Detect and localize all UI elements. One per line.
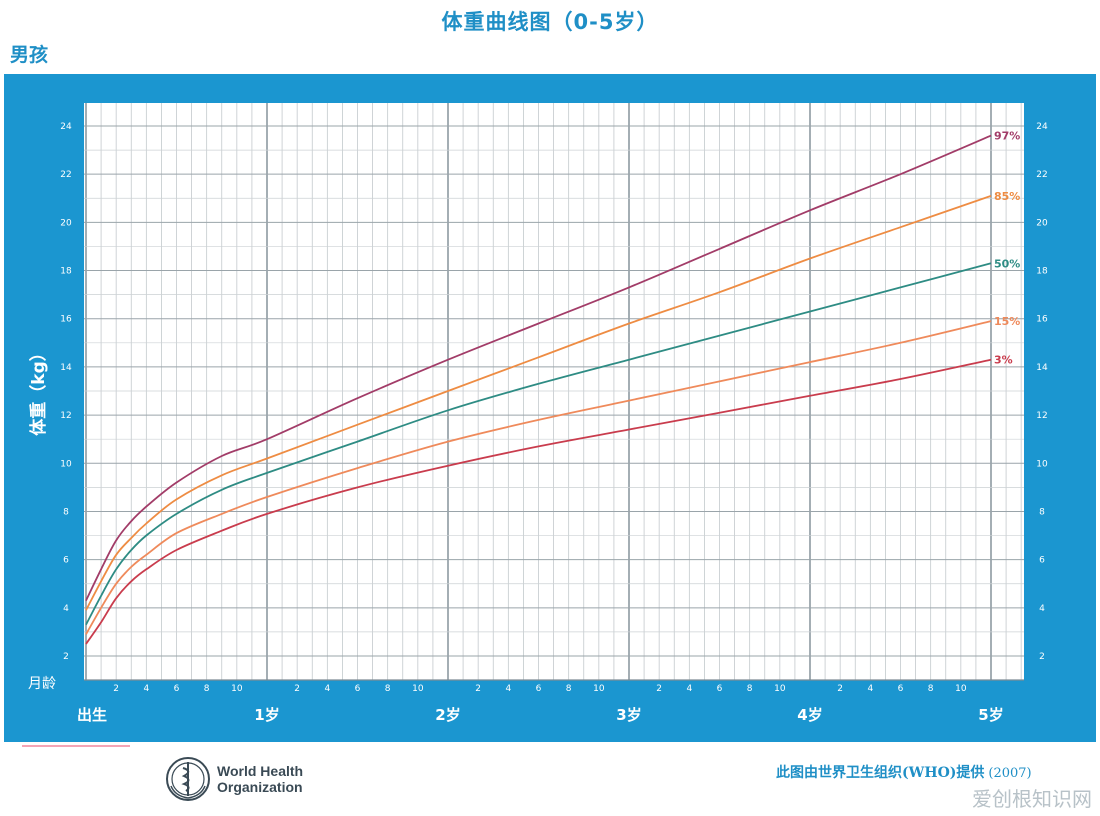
series-label-3pct: 3% bbox=[994, 354, 1013, 367]
y-tick-label-left: 12 bbox=[60, 411, 71, 421]
y-tick-label-left: 14 bbox=[60, 363, 72, 373]
decorative-divider bbox=[22, 745, 130, 747]
y-tick-label-left: 18 bbox=[60, 267, 72, 277]
y-tick-label-left: 20 bbox=[60, 218, 72, 228]
month-tick-label: 4 bbox=[505, 684, 511, 694]
month-tick-label: 2 bbox=[656, 684, 662, 694]
month-tick-label: 10 bbox=[412, 684, 424, 694]
month-tick-label: 6 bbox=[355, 684, 361, 694]
series-label-85pct: 85% bbox=[994, 190, 1020, 203]
y-tick-label-left: 22 bbox=[60, 170, 71, 180]
y-tick-label-right: 4 bbox=[1039, 604, 1045, 614]
month-tick-label: 4 bbox=[324, 684, 330, 694]
credit-label: 此图由世界卫生组织(WHO)提供 bbox=[776, 765, 985, 781]
age-label: 3岁 bbox=[616, 706, 641, 724]
month-tick-label: 10 bbox=[955, 684, 967, 694]
y-tick-label-right: 24 bbox=[1036, 122, 1048, 132]
month-tick-label: 10 bbox=[231, 684, 243, 694]
month-tick-label: 4 bbox=[867, 684, 873, 694]
y-tick-label-left: 24 bbox=[60, 122, 72, 132]
month-tick-label: 8 bbox=[204, 684, 210, 694]
age-label: 5岁 bbox=[978, 706, 1003, 724]
y-tick-label-left: 6 bbox=[63, 556, 69, 566]
series-label-97pct: 97% bbox=[994, 130, 1020, 143]
y-tick-label-left: 10 bbox=[60, 459, 72, 469]
y-tick-label-right: 18 bbox=[1036, 267, 1048, 277]
y-tick-label-right: 12 bbox=[1036, 411, 1047, 421]
month-tick-label: 8 bbox=[747, 684, 753, 694]
month-tick-label: 2 bbox=[475, 684, 481, 694]
month-tick-label: 2 bbox=[113, 684, 119, 694]
month-tick-label: 2 bbox=[837, 684, 843, 694]
who-logo: World Health Organization bbox=[165, 756, 327, 802]
month-tick-label: 4 bbox=[143, 684, 149, 694]
y-axis-title: 体重（kg） bbox=[28, 344, 49, 435]
y-tick-label-right: 8 bbox=[1039, 507, 1045, 517]
month-tick-label: 6 bbox=[898, 684, 904, 694]
month-tick-label: 10 bbox=[774, 684, 786, 694]
who-emblem-icon bbox=[166, 757, 210, 801]
y-tick-label-left: 2 bbox=[63, 652, 69, 662]
y-tick-label-right: 14 bbox=[1036, 363, 1048, 373]
month-tick-label: 2 bbox=[294, 684, 300, 694]
series-label-15pct: 15% bbox=[994, 315, 1020, 328]
y-tick-label-left: 8 bbox=[63, 507, 69, 517]
age-label: 4岁 bbox=[797, 706, 822, 724]
month-tick-label: 4 bbox=[686, 684, 692, 694]
credit-text: 此图由世界卫生组织(WHO)提供 (2007) bbox=[776, 762, 1032, 782]
who-name-line2: Organization bbox=[217, 779, 303, 795]
month-tick-label: 8 bbox=[928, 684, 934, 694]
y-tick-label-right: 16 bbox=[1036, 315, 1048, 325]
y-tick-label-left: 4 bbox=[63, 604, 69, 614]
series-line-3pct bbox=[85, 358, 992, 645]
series-line-50pct bbox=[85, 262, 992, 626]
series-line-97pct bbox=[85, 134, 992, 601]
y-tick-label-right: 22 bbox=[1036, 170, 1047, 180]
series-line-85pct bbox=[85, 195, 992, 611]
month-tick-label: 6 bbox=[536, 684, 542, 694]
age-label: 1岁 bbox=[254, 706, 279, 724]
month-axis-label: 月龄 bbox=[28, 676, 56, 692]
series-line-15pct bbox=[85, 320, 992, 635]
month-tick-label: 6 bbox=[717, 684, 723, 694]
y-tick-label-right: 2 bbox=[1039, 652, 1045, 662]
month-tick-label: 10 bbox=[593, 684, 605, 694]
series-label-50pct: 50% bbox=[994, 257, 1020, 270]
chart-title: 体重曲线图（0-5岁） bbox=[441, 10, 659, 34]
who-name-line1: World Health bbox=[217, 763, 304, 779]
y-tick-label-right: 20 bbox=[1036, 218, 1048, 228]
y-tick-label-right: 6 bbox=[1039, 556, 1045, 566]
month-tick-label: 6 bbox=[174, 684, 180, 694]
month-tick-label: 8 bbox=[566, 684, 572, 694]
month-tick-label: 8 bbox=[385, 684, 391, 694]
age-label: 2岁 bbox=[435, 706, 460, 724]
y-tick-label-right: 10 bbox=[1036, 459, 1048, 469]
credit-year: (2007) bbox=[988, 766, 1032, 781]
plot-area bbox=[84, 103, 1024, 680]
y-tick-label-left: 16 bbox=[60, 315, 72, 325]
age-label: 出生 bbox=[77, 706, 107, 724]
watermark: 爱创根知识网 bbox=[972, 787, 1092, 811]
gender-label: 男孩 bbox=[10, 44, 49, 66]
